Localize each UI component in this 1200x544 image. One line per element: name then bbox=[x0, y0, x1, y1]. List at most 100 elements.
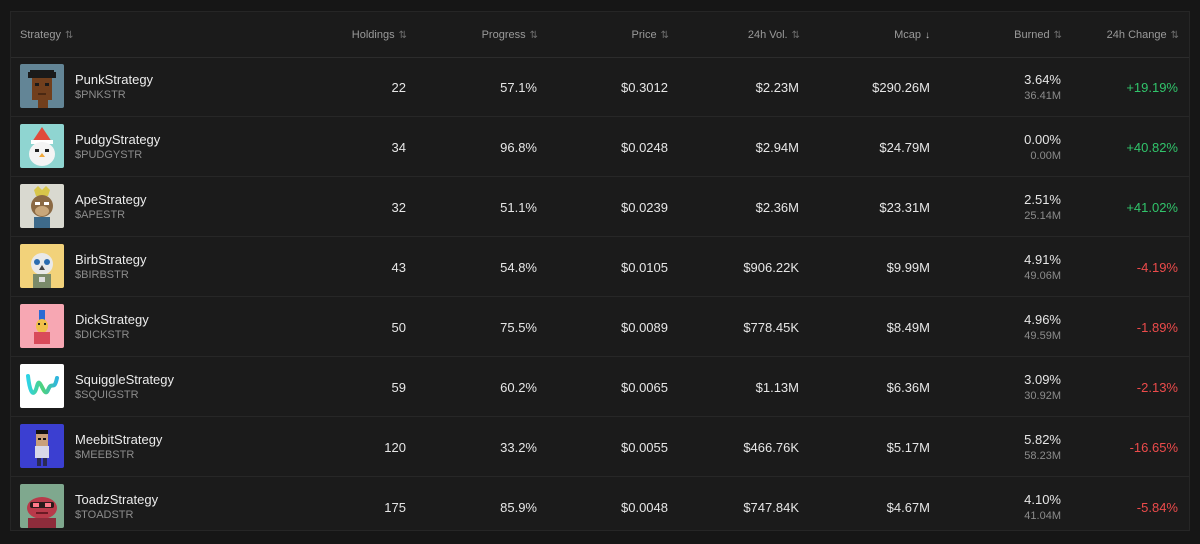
price-value: $0.0248 bbox=[621, 140, 668, 155]
holdings-value: 43 bbox=[391, 260, 406, 275]
table-row[interactable]: MeebitStrategy $MEEBSTR 120 33.2% $0.005… bbox=[11, 417, 1189, 477]
column-header-volume[interactable]: 24h Vol. ⇅ bbox=[748, 29, 800, 41]
strategy-name: DickStrategy bbox=[75, 312, 149, 327]
progress-value: 60.2% bbox=[500, 380, 537, 395]
column-header-mcap[interactable]: Mcap ↓ bbox=[894, 29, 930, 41]
mcap-value: $23.31M bbox=[879, 200, 930, 215]
strategy-name: ToadzStrategy bbox=[75, 492, 159, 507]
table-row[interactable]: ApeStrategy $APESTR 32 51.1% $0.0239 $2.… bbox=[11, 177, 1189, 237]
mcap-value: $4.67M bbox=[886, 500, 930, 515]
strategy-ticker: $SQUIGSTR bbox=[75, 389, 139, 401]
column-header-price[interactable]: Price ⇅ bbox=[631, 29, 670, 41]
table-body: PunkStrategy $PNKSTR 22 57.1% $0.3012 $2… bbox=[11, 57, 1189, 536]
sort-icon: ⇅ bbox=[660, 29, 669, 41]
sort-icon: ⇅ bbox=[1053, 29, 1062, 41]
holdings-value: 34 bbox=[391, 140, 406, 155]
table-row[interactable]: SquiggleStrategy $SQUIGSTR 59 60.2% $0.0… bbox=[11, 357, 1189, 417]
squiggle-avatar-icon bbox=[20, 364, 64, 408]
strategy-name: SquiggleStrategy bbox=[75, 372, 175, 387]
burned-percent: 0.00% bbox=[1024, 132, 1061, 147]
table-row[interactable]: BirbStrategy $BIRBSTR 43 54.8% $0.0105 $… bbox=[11, 237, 1189, 297]
strategy-ticker: $MEEBSTR bbox=[75, 449, 135, 461]
change-value: -16.65% bbox=[1129, 440, 1178, 455]
table-header: Strategy ⇅ Holdings ⇅ Progress ⇅ Price ⇅… bbox=[11, 12, 1189, 58]
price-value: $0.0065 bbox=[621, 380, 668, 395]
column-header-label: Price bbox=[631, 29, 657, 41]
volume-value: $906.22K bbox=[743, 260, 799, 275]
column-header-24h-change[interactable]: 24h Change ⇅ bbox=[1106, 29, 1179, 41]
strategy-ticker: $PUDGYSTR bbox=[75, 149, 143, 161]
strategy-name: MeebitStrategy bbox=[75, 432, 163, 447]
progress-value: 33.2% bbox=[500, 440, 537, 455]
burned-amount: 41.04M bbox=[1024, 510, 1061, 522]
change-value: -2.13% bbox=[1136, 380, 1178, 395]
column-header-label: Mcap bbox=[894, 29, 921, 41]
volume-value: $778.45K bbox=[743, 320, 799, 335]
sort-icon: ⇅ bbox=[64, 29, 73, 41]
sort-icon: ⇅ bbox=[398, 29, 407, 41]
strategy-ticker: $DICKSTR bbox=[75, 329, 130, 341]
column-header-burned[interactable]: Burned ⇅ bbox=[1014, 29, 1062, 41]
sort-icon: ⇅ bbox=[529, 29, 538, 41]
strategy-name: BirbStrategy bbox=[75, 252, 147, 267]
strategy-ticker: $TOADSTR bbox=[75, 509, 134, 521]
burned-percent: 4.96% bbox=[1024, 312, 1061, 327]
progress-value: 57.1% bbox=[500, 80, 537, 95]
price-value: $0.0089 bbox=[621, 320, 668, 335]
holdings-value: 175 bbox=[384, 500, 406, 515]
burned-percent: 4.91% bbox=[1024, 252, 1061, 267]
strategy-ticker: $APESTR bbox=[75, 209, 126, 221]
mcap-value: $290.26M bbox=[872, 80, 930, 95]
change-value: -1.89% bbox=[1136, 320, 1178, 335]
burned-amount: 49.59M bbox=[1024, 330, 1061, 342]
table-row[interactable]: ToadzStrategy $TOADSTR 175 85.9% $0.0048… bbox=[11, 477, 1189, 536]
sort-icon: ⇅ bbox=[791, 29, 800, 41]
holdings-value: 32 bbox=[391, 200, 406, 215]
burned-percent: 4.10% bbox=[1024, 492, 1061, 507]
column-header-label: Burned bbox=[1014, 29, 1050, 41]
burned-percent: 2.51% bbox=[1024, 192, 1061, 207]
volume-value: $2.36M bbox=[755, 200, 799, 215]
price-value: $0.0048 bbox=[621, 500, 668, 515]
table-row[interactable]: DickStrategy $DICKSTR 50 75.5% $0.0089 $… bbox=[11, 297, 1189, 357]
burned-amount: 0.00M bbox=[1030, 150, 1061, 162]
column-header-progress[interactable]: Progress ⇅ bbox=[481, 29, 538, 41]
burned-amount: 36.41M bbox=[1024, 90, 1061, 102]
burned-percent: 5.82% bbox=[1024, 432, 1061, 447]
meebit-avatar-icon bbox=[20, 424, 64, 468]
table-row[interactable]: PudgyStrategy $PUDGYSTR 34 96.8% $0.0248… bbox=[11, 117, 1189, 177]
volume-value: $747.84K bbox=[743, 500, 799, 515]
strategy-ticker: $PNKSTR bbox=[75, 89, 126, 101]
column-header-strategy[interactable]: Strategy ⇅ bbox=[20, 29, 73, 41]
price-value: $0.0055 bbox=[621, 440, 668, 455]
burned-amount: 49.06M bbox=[1024, 270, 1061, 282]
column-header-label: Progress bbox=[481, 29, 526, 41]
mcap-value: $8.49M bbox=[886, 320, 930, 335]
progress-value: 75.5% bbox=[500, 320, 537, 335]
sort-desc-icon: ↓ bbox=[925, 29, 930, 41]
holdings-value: 50 bbox=[391, 320, 406, 335]
burned-amount: 30.92M bbox=[1024, 390, 1061, 402]
birb-avatar-icon bbox=[20, 244, 64, 288]
change-value: +41.02% bbox=[1126, 200, 1178, 215]
column-header-holdings[interactable]: Holdings ⇅ bbox=[352, 29, 407, 41]
pudgy-penguin-avatar-icon bbox=[20, 124, 64, 168]
mcap-value: $24.79M bbox=[879, 140, 930, 155]
mcap-value: $6.36M bbox=[886, 380, 930, 395]
dick-avatar-icon bbox=[20, 304, 64, 348]
mcap-value: $5.17M bbox=[886, 440, 930, 455]
burned-percent: 3.09% bbox=[1024, 372, 1061, 387]
column-header-label: 24h Change bbox=[1106, 29, 1167, 41]
volume-value: $2.23M bbox=[755, 80, 799, 95]
price-value: $0.0239 bbox=[621, 200, 668, 215]
volume-value: $2.94M bbox=[755, 140, 799, 155]
holdings-value: 59 bbox=[391, 380, 406, 395]
table-row[interactable]: PunkStrategy $PNKSTR 22 57.1% $0.3012 $2… bbox=[11, 57, 1189, 117]
burned-percent: 3.64% bbox=[1024, 72, 1061, 87]
progress-value: 96.8% bbox=[500, 140, 537, 155]
strategy-ticker: $BIRBSTR bbox=[75, 269, 129, 281]
progress-value: 51.1% bbox=[500, 200, 537, 215]
change-value: +19.19% bbox=[1126, 80, 1178, 95]
volume-value: $1.13M bbox=[755, 380, 799, 395]
punk-avatar-icon bbox=[20, 64, 64, 108]
